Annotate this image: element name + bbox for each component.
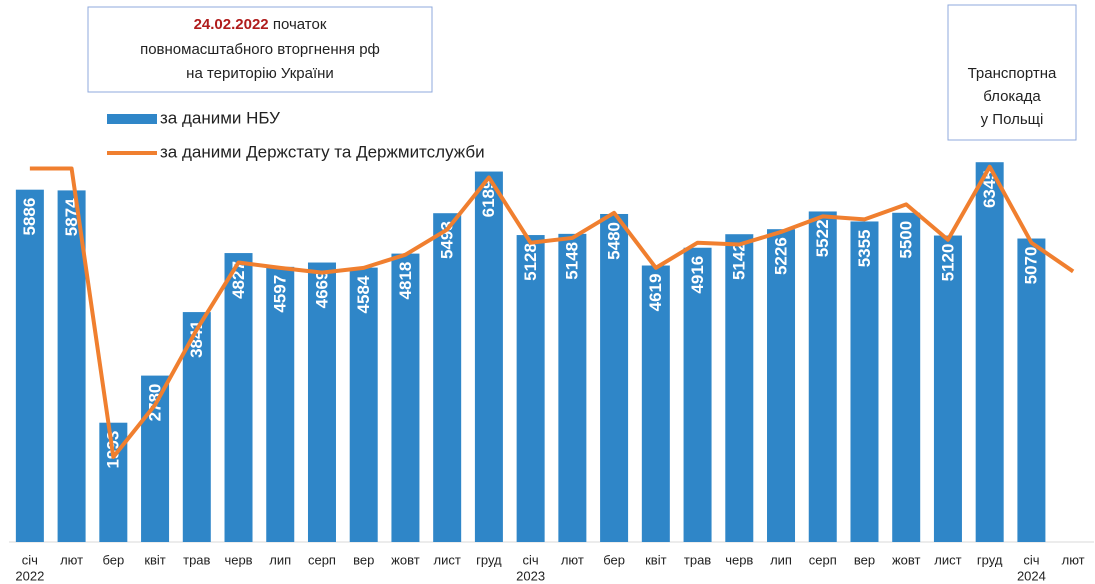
data-label: 5886 <box>20 198 39 236</box>
data-label: 5070 <box>1022 247 1041 285</box>
x-tick-label: трав <box>183 552 210 567</box>
x-tick-label: січ <box>22 552 38 567</box>
data-label: 5142 <box>730 242 749 280</box>
data-label: 6189 <box>479 180 498 218</box>
bar <box>1017 238 1046 542</box>
x-group-label: 2022 <box>15 568 44 583</box>
data-label: 4818 <box>396 262 415 300</box>
bar <box>850 221 879 542</box>
data-label: 4584 <box>354 275 373 313</box>
data-label: 5128 <box>521 243 540 281</box>
data-label: 5355 <box>855 229 874 267</box>
line <box>29 164 1075 460</box>
bar <box>600 213 629 543</box>
x-tick-label: жовт <box>391 552 420 567</box>
bar <box>15 189 44 543</box>
data-label: 5480 <box>604 222 623 260</box>
bar <box>349 267 378 542</box>
annotation-box <box>947 4 1077 141</box>
bar <box>933 235 962 542</box>
x-tick-label: вер <box>854 552 875 567</box>
x-tick-label: трав <box>684 552 711 567</box>
bar <box>433 213 462 542</box>
annotation-text: на територію України <box>186 65 334 82</box>
x-tick-label: серп <box>308 552 336 567</box>
data-label: 5522 <box>813 219 832 257</box>
bar <box>808 211 837 542</box>
x-tick-label: жовт <box>892 552 921 567</box>
bar <box>307 262 336 542</box>
x-tick-label: груд <box>977 552 1003 567</box>
legend-label: за даними НБУ <box>160 108 280 127</box>
data-label: 5120 <box>938 244 957 282</box>
annotation-date: 24.02.2022 <box>194 16 269 33</box>
x-tick-label: бер <box>603 552 625 567</box>
x-tick-label: січ <box>1023 552 1039 567</box>
x-group-label: 2024 <box>1017 568 1046 583</box>
x-tick-label: лют <box>60 552 83 567</box>
annotation-text: 24.02.2022 початок <box>194 16 327 33</box>
annotation-text: у Польщі <box>981 111 1044 128</box>
data-label: 5148 <box>563 242 582 280</box>
x-tick-label: бер <box>102 552 124 567</box>
bar <box>767 229 796 542</box>
data-label: 3841 <box>187 320 206 358</box>
data-label: 4669 <box>312 271 331 309</box>
bar <box>516 235 545 543</box>
x-tick-label: лист <box>934 552 961 567</box>
x-tick-label: лип <box>269 552 291 567</box>
x-tick-label: серп <box>809 552 837 567</box>
bar <box>266 266 295 542</box>
bar <box>224 253 253 542</box>
annotation-text: Транспортна <box>968 65 1057 82</box>
x-tick-label: черв <box>224 552 252 567</box>
bar <box>725 234 754 542</box>
bar <box>892 212 921 543</box>
bar <box>391 253 420 543</box>
x-tick-label: квіт <box>144 552 165 567</box>
legend-label: за даними Держстату та Держмитслужби <box>160 142 485 161</box>
bar <box>975 162 1004 542</box>
data-label: 4916 <box>688 256 707 294</box>
annotation-text: повномасштабного вторгнення рф <box>140 41 380 58</box>
annotation-box <box>87 6 433 93</box>
x-tick-label: груд <box>476 552 502 567</box>
data-label: 4827 <box>229 261 248 299</box>
bar <box>683 247 712 542</box>
annotation-text: початок <box>269 16 327 33</box>
annotation-text: блокада <box>983 88 1041 105</box>
x-tick-label: черв <box>725 552 753 567</box>
x-tick-label: лист <box>434 552 461 567</box>
x-tick-label: вер <box>353 552 374 567</box>
data-label: 6345 <box>980 170 999 208</box>
x-tick-label: січ <box>523 552 539 567</box>
legend-swatch <box>107 114 157 124</box>
x-tick-label: квіт <box>645 552 666 567</box>
bar <box>474 171 503 543</box>
x-tick-label: лют <box>1062 552 1085 567</box>
x-tick-label: лют <box>561 552 584 567</box>
x-tick-label: лип <box>770 552 792 567</box>
bar <box>558 233 587 543</box>
data-label: 5500 <box>897 221 916 259</box>
bar <box>57 190 86 542</box>
bar <box>641 265 670 542</box>
data-label: 4597 <box>271 275 290 313</box>
x-group-label: 2023 <box>516 568 545 583</box>
data-label: 5226 <box>771 237 790 275</box>
data-label: 4619 <box>646 274 665 312</box>
